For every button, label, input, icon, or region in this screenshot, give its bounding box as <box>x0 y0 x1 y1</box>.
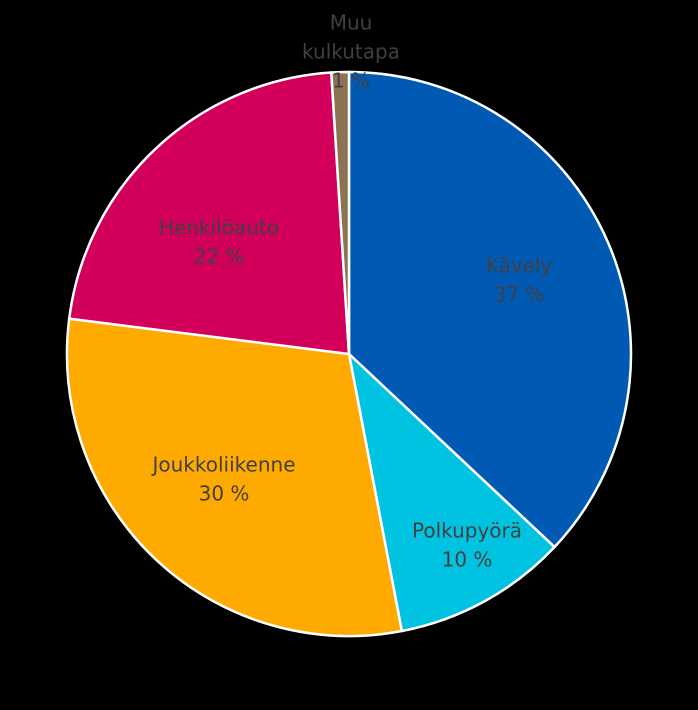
pie-slice-3 <box>67 71 351 356</box>
slice-label-line: Muu <box>330 11 373 35</box>
slice-label-4: Muu kulkutapa 1 % <box>302 11 400 93</box>
slice-label-line: Kävely <box>486 254 553 278</box>
slice-label-3: Henkilöauto 22 % <box>159 216 279 269</box>
slice-label-line: Polkupyörä <box>412 519 522 543</box>
slice-label-line: 1 % <box>332 69 370 93</box>
pie-slice-1 <box>347 350 557 633</box>
slice-label-1: Polkupyörä 10 % <box>412 519 522 572</box>
pie-slice-2 <box>65 317 404 638</box>
slice-label-line: 37 % <box>494 283 545 307</box>
labels-layer: Kävely 37 % Polkupyörä 10 % Joukkoliikenne 30… <box>151 11 553 572</box>
slice-label-line: 10 % <box>442 548 493 572</box>
slice-label-line: 22 % <box>194 245 245 269</box>
slices-layer <box>65 70 633 638</box>
slice-label-line: kulkutapa <box>302 40 400 64</box>
pie-slice-0 <box>347 70 633 549</box>
slice-label-line: Joukkoliikenne <box>151 453 296 477</box>
slice-label-2: Joukkoliikenne 30 % <box>151 453 296 506</box>
slice-label-line: 30 % <box>199 482 250 506</box>
slice-label-0: Kävely 37 % <box>486 254 553 307</box>
slice-label-line: Henkilöauto <box>159 216 279 240</box>
pie-slice-4 <box>329 70 351 355</box>
